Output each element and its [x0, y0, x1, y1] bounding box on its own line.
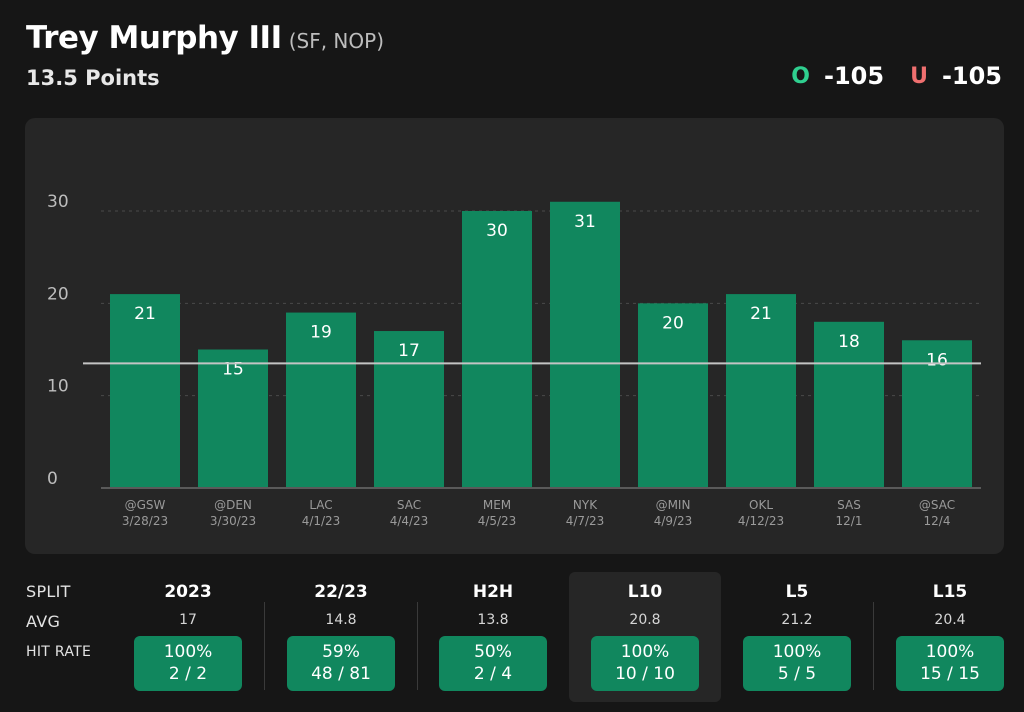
x-tick-date: 4/12/23	[738, 514, 784, 528]
over-odds[interactable]: -105	[824, 62, 885, 90]
x-tick-opponent: @GSW	[125, 498, 166, 512]
split-col-22-23[interactable]: 22/23 14.8 59% 48 / 81	[265, 572, 417, 702]
hit-rate-pill: 100% 2 / 2	[134, 636, 242, 691]
hit-rate-ratio: 48 / 81	[311, 664, 371, 684]
bar-value-label: 16	[926, 350, 948, 370]
split-name: L5	[785, 582, 809, 602]
divider	[873, 602, 874, 690]
hit-rate-ratio: 2 / 2	[168, 664, 208, 684]
split-col-h2h[interactable]: H2H 13.8 50% 2 / 4	[417, 572, 569, 702]
player-team: (SF, NOP)	[288, 29, 385, 53]
x-tick-date: 4/7/23	[566, 514, 605, 528]
hit-rate-pct: 100%	[925, 642, 975, 662]
hit-rate-pct: 100%	[620, 642, 670, 662]
chart-panel: 0 10 20 30 21 @GSW 3/28/23 15 @DEN 3/30/23 19 LAC 4/…	[25, 118, 1004, 554]
x-tick-opponent: LAC	[309, 498, 332, 512]
x-tick-date: 4/9/23	[654, 514, 693, 528]
bar	[462, 211, 532, 488]
player-name: Trey Murphy III	[26, 20, 282, 56]
split-avg: 20.4	[934, 612, 966, 628]
split-name: 2023	[164, 582, 212, 602]
x-tick-opponent: SAS	[837, 498, 861, 512]
bar	[550, 201, 620, 488]
split-col-2023[interactable]: 2023 17 100% 2 / 2	[112, 572, 264, 702]
bar-value-label: 17	[398, 341, 420, 361]
points-bar-chart: 0 10 20 30 21 @GSW 3/28/23 15 @DEN 3/30/23 19 LAC 4/…	[47, 192, 981, 528]
x-tick-opponent: OKL	[749, 498, 773, 512]
y-tick-label: 0	[47, 469, 58, 489]
hit-rate-pct: 59%	[322, 642, 360, 662]
hit-rate-pill: 100% 15 / 15	[896, 636, 1004, 691]
x-tick-date: 12/4	[924, 514, 951, 528]
row-label-hit-rate: HIT RATE	[26, 644, 92, 660]
bar	[726, 294, 796, 488]
bar	[286, 312, 356, 488]
bar	[902, 340, 972, 488]
row-label-avg: AVG	[26, 612, 61, 631]
x-tick-opponent: SAC	[397, 498, 421, 512]
bar-value-label: 31	[574, 212, 596, 232]
split-col-l10[interactable]: L10 20.8 100% 10 / 10	[569, 572, 721, 702]
split-col-l15[interactable]: L15 20.4 100% 15 / 15	[874, 572, 1024, 702]
y-tick-label: 10	[47, 377, 69, 397]
divider	[417, 602, 418, 690]
bar	[814, 321, 884, 488]
prop-line: 13.5 Points	[26, 66, 160, 90]
x-tick-date: 3/28/23	[122, 514, 168, 528]
x-tick-opponent: MEM	[483, 498, 511, 512]
x-tick-date: 4/1/23	[302, 514, 341, 528]
x-tick-opponent: @DEN	[214, 498, 252, 512]
odds-display: O -105 U -105	[791, 62, 1002, 90]
split-avg: 20.8	[629, 612, 661, 628]
under-odds[interactable]: -105	[941, 62, 1002, 90]
split-avg: 21.2	[781, 612, 813, 628]
x-tick-date: 4/4/23	[390, 514, 429, 528]
split-name: L10	[627, 582, 663, 602]
bar-value-label: 20	[662, 313, 684, 333]
bar-value-label: 21	[134, 304, 156, 324]
split-avg: 14.8	[325, 612, 357, 628]
bar-value-label: 15	[222, 360, 244, 380]
x-tick-opponent: @SAC	[919, 498, 955, 512]
bar-value-label: 21	[750, 304, 772, 324]
hit-rate-ratio: 15 / 15	[920, 664, 980, 684]
y-tick-label: 20	[47, 284, 69, 304]
split-avg: 13.8	[477, 612, 509, 628]
bar-value-label: 19	[310, 323, 332, 343]
hit-rate-ratio: 2 / 4	[473, 664, 513, 684]
hit-rate-pill: 100% 10 / 10	[591, 636, 699, 691]
player-header: Trey Murphy III (SF, NOP)	[26, 20, 384, 56]
x-tick-date: 12/1	[836, 514, 863, 528]
divider	[264, 602, 265, 690]
x-tick-date: 3/30/23	[210, 514, 256, 528]
split-name: 22/23	[314, 582, 368, 602]
under-icon: U	[910, 63, 928, 89]
hit-rate-pill: 59% 48 / 81	[287, 636, 395, 691]
bar-value-label: 18	[838, 332, 860, 352]
x-tick-opponent: NYK	[573, 498, 598, 512]
hit-rate-pct: 50%	[474, 642, 512, 662]
bar	[198, 349, 268, 488]
split-name: L15	[932, 582, 968, 602]
hit-rate-pill: 100% 5 / 5	[743, 636, 851, 691]
bar	[638, 303, 708, 488]
over-icon: O	[791, 63, 810, 89]
bar	[110, 294, 180, 488]
hit-rate-pct: 100%	[772, 642, 822, 662]
hit-rate-ratio: 5 / 5	[777, 664, 817, 684]
splits-table: SPLIT AVG HIT RATE 2023 17 100% 2 / 2 22…	[0, 572, 1024, 712]
bar-value-label: 30	[486, 221, 508, 241]
row-label-split: SPLIT	[26, 582, 71, 601]
split-name: H2H	[472, 582, 514, 602]
bar	[374, 331, 444, 488]
x-tick-date: 4/5/23	[478, 514, 517, 528]
hit-rate-pct: 100%	[163, 642, 213, 662]
hit-rate-ratio: 10 / 10	[615, 664, 675, 684]
x-tick-opponent: @MIN	[656, 498, 691, 512]
y-tick-label: 30	[47, 192, 69, 212]
split-col-l5[interactable]: L5 21.2 100% 5 / 5	[721, 572, 873, 702]
hit-rate-pill: 50% 2 / 4	[439, 636, 547, 691]
split-avg: 17	[179, 612, 197, 628]
